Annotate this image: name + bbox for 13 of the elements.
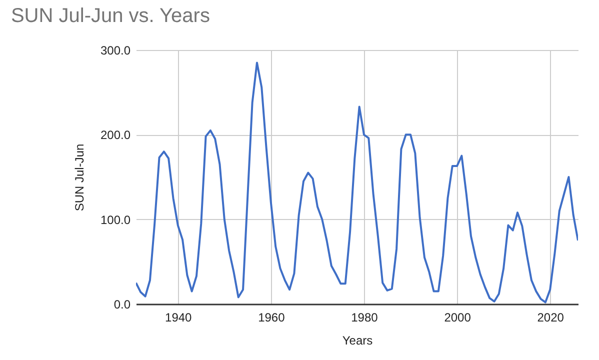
y-tick-label: 0.0 <box>114 298 131 312</box>
y-tick-label: 200.0 <box>100 128 131 142</box>
line-series <box>136 62 578 304</box>
x-tick-label: 1960 <box>258 310 286 324</box>
x-tick-label: 1980 <box>351 310 378 324</box>
y-axis-title: SUN Jul-Jun <box>72 144 86 212</box>
x-tick-label: 2000 <box>444 310 472 324</box>
x-tick-label: 2020 <box>537 310 564 324</box>
y-tick-label: 300.0 <box>100 44 131 58</box>
x-axis-title: Years <box>342 334 373 348</box>
chart-title: SUN Jul-Jun vs. Years <box>10 5 210 27</box>
y-tick-label: 100.0 <box>100 212 131 227</box>
x-tick-label: 1940 <box>165 310 192 324</box>
